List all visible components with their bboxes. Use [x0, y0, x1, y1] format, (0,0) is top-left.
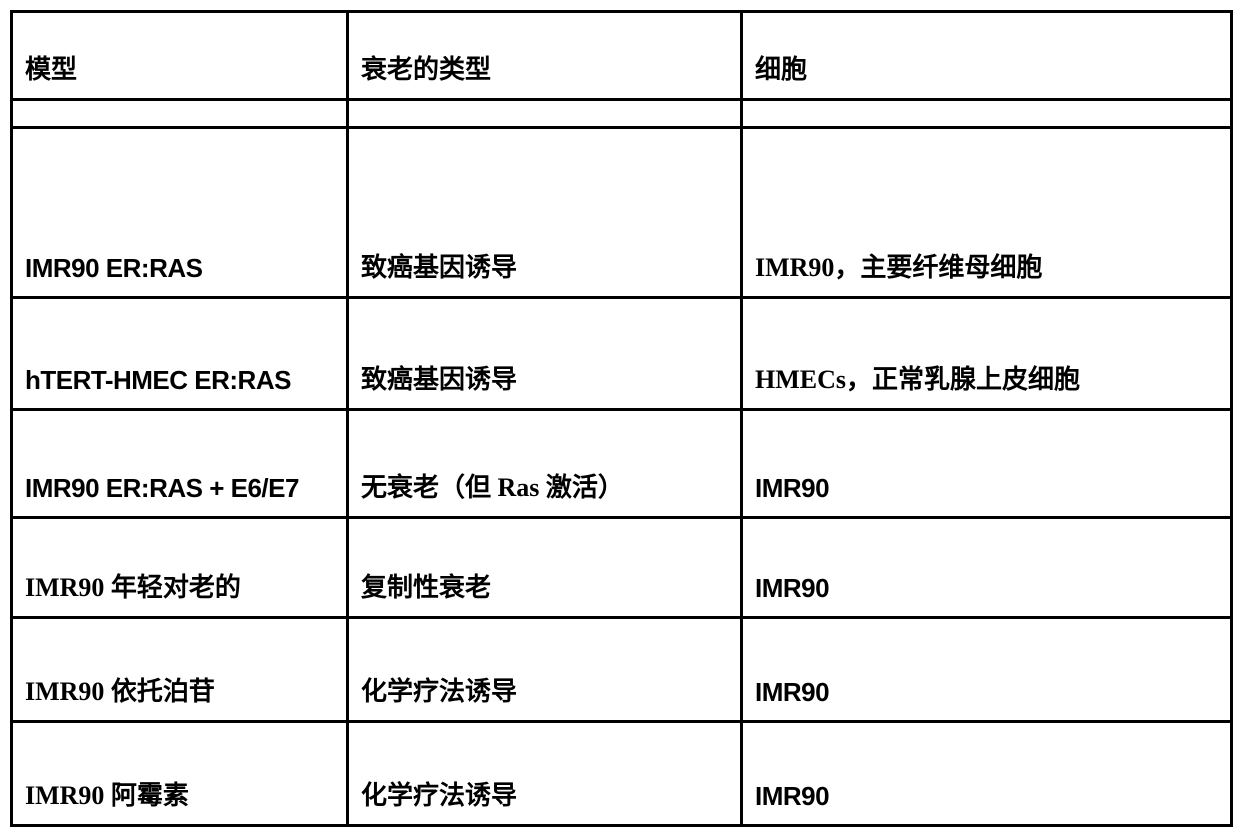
cell-cell: IMR90: [742, 518, 1232, 618]
cell-type: 致癌基因诱导: [348, 128, 742, 298]
cell-type: 无衰老（但 Ras 激活）: [348, 410, 742, 518]
cell-text: IMR90 ER:RAS: [25, 253, 202, 283]
cell-cell: IMR90: [742, 618, 1232, 722]
cell-cell: IMR90: [742, 722, 1232, 826]
table-row: hTERT-HMEC ER:RAS 致癌基因诱导 HMECs，正常乳腺上皮细胞: [12, 298, 1232, 410]
table-row: IMR90 依托泊苷 化学疗法诱导 IMR90: [12, 618, 1232, 722]
cell-model: IMR90 ER:RAS: [12, 128, 348, 298]
cell-cell: IMR90，主要纤维母细胞: [742, 128, 1232, 298]
table-row: IMR90 ER:RAS 致癌基因诱导 IMR90，主要纤维母细胞: [12, 128, 1232, 298]
cell-text: IMR90: [755, 781, 829, 811]
cell-cell: IMR90: [742, 410, 1232, 518]
cell-type: 复制性衰老: [348, 518, 742, 618]
cell-model: IMR90 ER:RAS + E6/E7: [12, 410, 348, 518]
cell-text: IMR90: [755, 677, 829, 707]
cell-cell: HMECs，正常乳腺上皮细胞: [742, 298, 1232, 410]
header-type: 衰老的类型: [348, 12, 742, 100]
data-table: 模型 衰老的类型 细胞 IMR90 ER:RAS 致癌基因诱导 IMR90，主要…: [10, 10, 1233, 827]
table-container: 模型 衰老的类型 细胞 IMR90 ER:RAS 致癌基因诱导 IMR90，主要…: [10, 10, 1230, 827]
spacer-cell: [742, 100, 1232, 128]
cell-text: hTERT-HMEC ER:RAS: [25, 365, 291, 395]
cell-text: IMR90: [755, 473, 829, 503]
table-row: IMR90 阿霉素 化学疗法诱导 IMR90: [12, 722, 1232, 826]
cell-type: 致癌基因诱导: [348, 298, 742, 410]
cell-type: 化学疗法诱导: [348, 722, 742, 826]
spacer-cell: [12, 100, 348, 128]
table-row: IMR90 年轻对老的 复制性衰老 IMR90: [12, 518, 1232, 618]
cell-type: 化学疗法诱导: [348, 618, 742, 722]
header-model: 模型: [12, 12, 348, 100]
header-cell: 细胞: [742, 12, 1232, 100]
cell-model: IMR90 阿霉素: [12, 722, 348, 826]
cell-model: IMR90 年轻对老的: [12, 518, 348, 618]
cell-model: IMR90 依托泊苷: [12, 618, 348, 722]
table-header-row: 模型 衰老的类型 细胞: [12, 12, 1232, 100]
cell-model: hTERT-HMEC ER:RAS: [12, 298, 348, 410]
table-row: IMR90 ER:RAS + E6/E7 无衰老（但 Ras 激活） IMR90: [12, 410, 1232, 518]
cell-text: IMR90: [755, 573, 829, 603]
spacer-cell: [348, 100, 742, 128]
cell-text: IMR90 ER:RAS + E6/E7: [25, 473, 299, 503]
table-spacer-row: [12, 100, 1232, 128]
